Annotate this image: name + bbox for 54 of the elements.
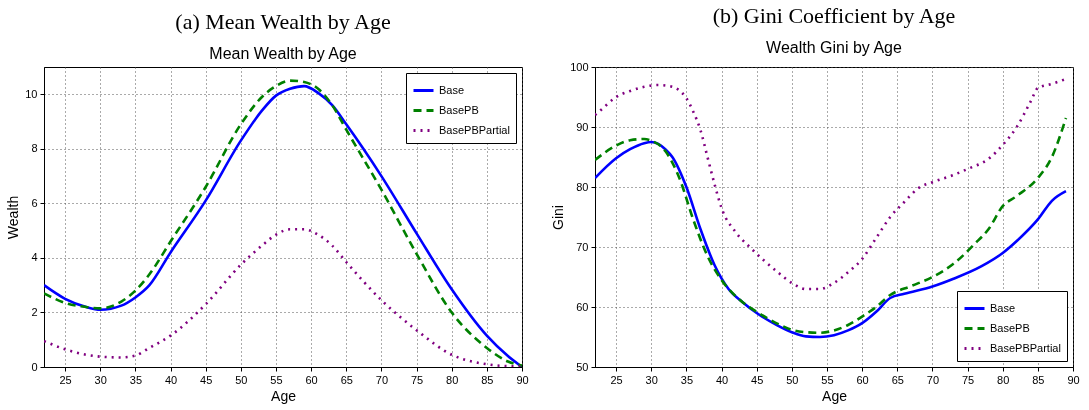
x-tick-label: 80	[997, 373, 1010, 386]
chart-title: (b) Gini Coefficient by Age	[712, 3, 956, 28]
chart-title: (a) Mean Wealth by Age	[175, 9, 391, 34]
y-tick-label: 4	[31, 251, 38, 264]
x-tick-label: 55	[821, 373, 834, 386]
x-tick-label: 30	[94, 373, 107, 386]
legend-label: BasePB	[439, 103, 479, 116]
y-tick-label: 60	[576, 300, 589, 313]
x-tick-label: 30	[645, 373, 658, 386]
y-tick-label: 50	[576, 360, 589, 373]
y-tick-label: 100	[570, 60, 589, 73]
x-tick-label: 25	[610, 373, 623, 386]
x-tick-label: 40	[164, 373, 178, 386]
x-tick-label: 85	[1032, 373, 1045, 386]
x-tick-label: 35	[680, 373, 694, 386]
y-tick-label: 90	[576, 120, 589, 133]
x-axis-title: Age	[822, 387, 848, 404]
legend-label: Base	[439, 83, 465, 96]
y-axis-title: Wealth	[5, 195, 22, 240]
x-tick-label: 45	[751, 373, 764, 386]
chart-subtitle: Mean Wealth by Age	[209, 45, 357, 62]
x-tick-label: 70	[926, 373, 940, 386]
x-tick-label: 90	[1067, 373, 1080, 386]
x-tick-label: 25	[59, 373, 72, 386]
y-tick-label: 70	[576, 240, 589, 253]
y-tick-label: 10	[25, 87, 38, 100]
x-tick-label: 70	[375, 373, 389, 386]
y-tick-label: 8	[31, 142, 38, 155]
x-tick-label: 50	[235, 373, 248, 386]
x-tick-label: 65	[891, 373, 904, 386]
x-tick-label: 60	[305, 373, 318, 386]
y-tick-label: 0	[31, 360, 38, 373]
x-tick-label: 90	[516, 373, 529, 386]
x-tick-label: 75	[961, 373, 975, 386]
y-tick-label: 80	[576, 180, 589, 193]
chart-subtitle: Wealth Gini by Age	[766, 39, 902, 56]
x-tick-label: 60	[856, 373, 869, 386]
legend-label: BasePBPartial	[439, 123, 510, 136]
x-tick-label: 50	[786, 373, 799, 386]
x-tick-label: 55	[270, 373, 283, 386]
x-tick-label: 85	[481, 373, 494, 386]
x-tick-label: 75	[410, 373, 424, 386]
x-tick-label: 35	[129, 373, 143, 386]
y-tick-label: 6	[31, 196, 38, 209]
y-axis-title: Gini	[550, 205, 567, 230]
x-tick-label: 45	[200, 373, 213, 386]
legend-label: BasePB	[990, 321, 1030, 334]
x-tick-label: 80	[446, 373, 459, 386]
x-axis-title: Age	[271, 387, 297, 404]
legend-label: BasePBPartial	[990, 341, 1061, 354]
y-tick-label: 2	[31, 305, 38, 318]
x-tick-label: 65	[340, 373, 353, 386]
x-tick-label: 40	[715, 373, 729, 386]
legend-label: Base	[990, 301, 1016, 314]
